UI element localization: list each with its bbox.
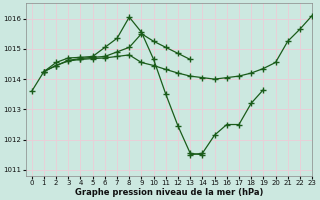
X-axis label: Graphe pression niveau de la mer (hPa): Graphe pression niveau de la mer (hPa) (75, 188, 263, 197)
